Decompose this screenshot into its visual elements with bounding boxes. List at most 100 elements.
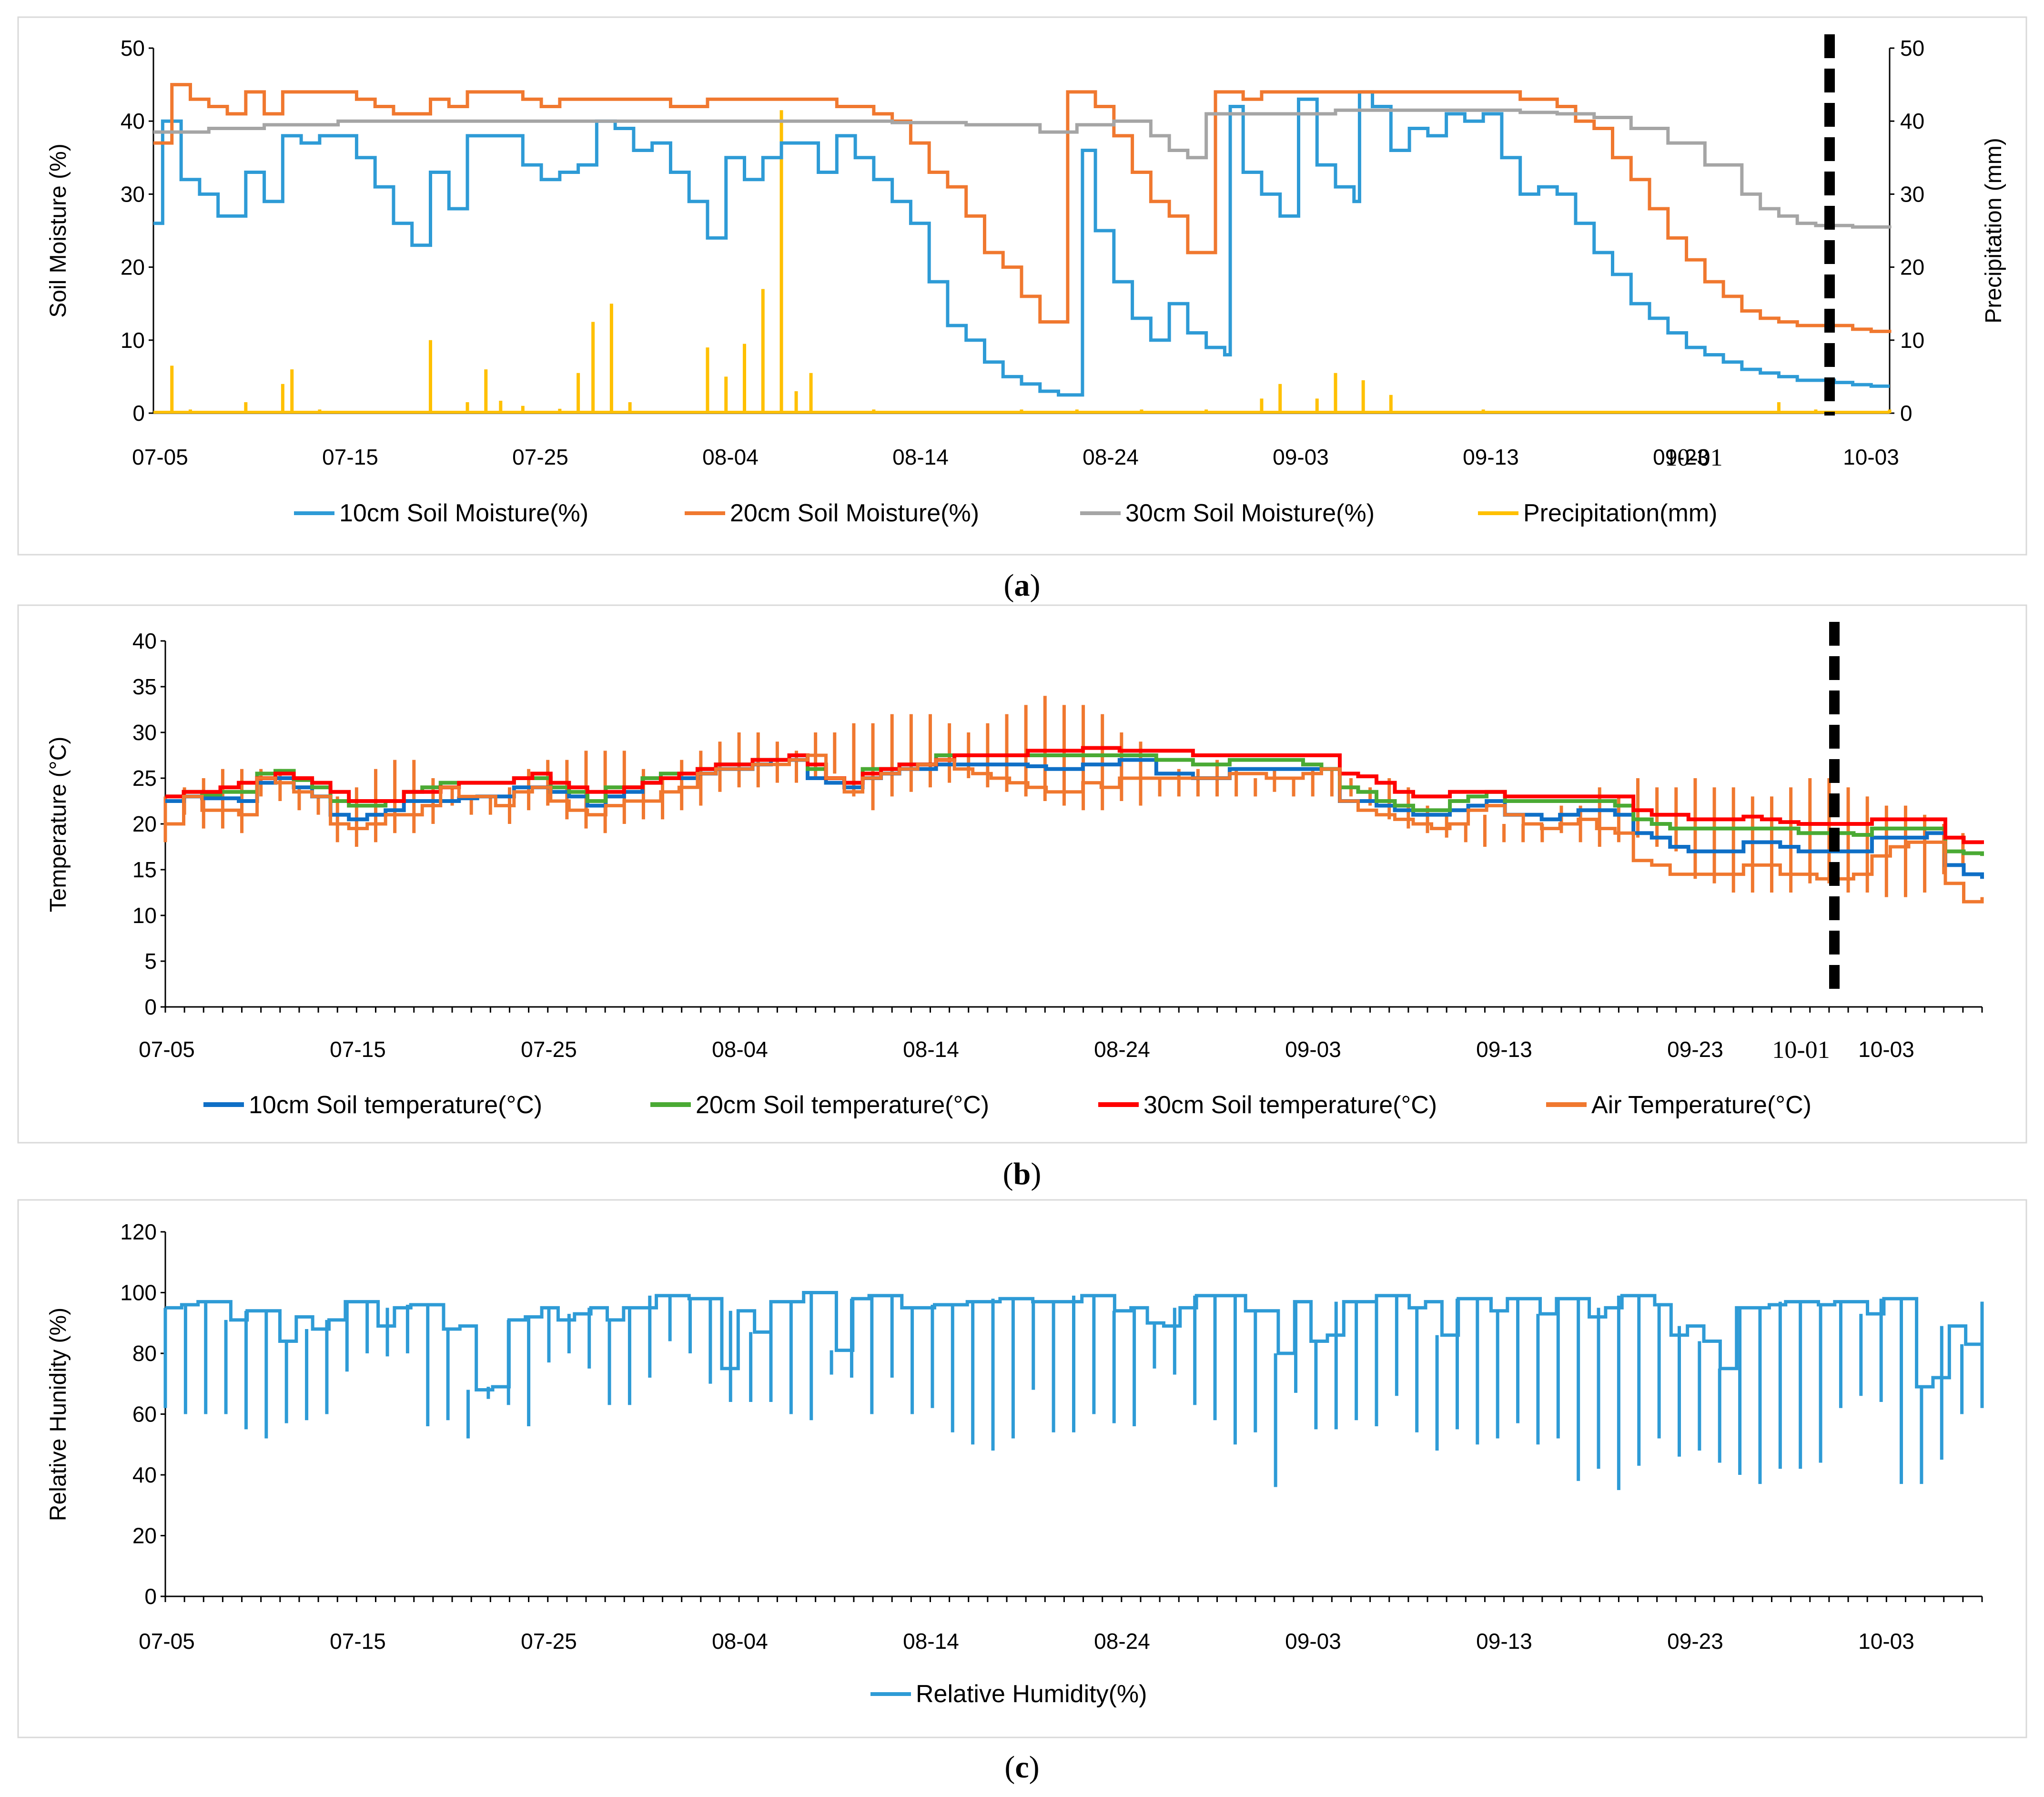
y2tick-label: 0 (1900, 401, 1912, 426)
xtick-label: 08-24 (1094, 1629, 1150, 1654)
xtick-label: 07-05 (132, 445, 188, 469)
series-line-30cm-moisture (153, 108, 1892, 229)
panel-a-xticks: 07-05 07-15 07-25 08-04 08-14 08-24 09-03 09-13… (132, 444, 1899, 471)
legend-30cm-temp: 30cm Soil temperature(°C) (1143, 1091, 1437, 1119)
panel-b-xticks: 07-05 07-15 07-25 08-04 08-14 08-24 09-03 09-13… (139, 1036, 1914, 1064)
xtick-label: 10-03 (1858, 1037, 1914, 1062)
caption-b-letter: b (1013, 1157, 1031, 1191)
y2tick-label: 50 (1900, 36, 1924, 61)
legend-10cm-moisture: 10cm Soil Moisture(%) (339, 499, 588, 527)
panel-b-daily-ticks (164, 1007, 1983, 1013)
caption-b: (b) (1003, 1157, 1042, 1191)
xtick-label: 07-25 (512, 445, 568, 469)
ytick-label: 0 (144, 995, 157, 1019)
xtick-label: 10-03 (1858, 1629, 1914, 1654)
ytick-label: 30 (132, 720, 157, 745)
panel-a-yticks: 0 10 20 30 40 50 0 10 20 30 40 50 (121, 36, 1924, 426)
xtick-label: 09-23 (1667, 1037, 1723, 1062)
series-line-humidity (165, 1291, 1984, 1391)
ytick-label: 40 (132, 629, 157, 653)
xtick-label: 07-05 (139, 1629, 195, 1654)
panel-b-series (163, 696, 1984, 904)
ytick-label: 80 (132, 1341, 157, 1366)
xtick-label: 09-23 (1653, 445, 1709, 469)
xtick-label: 09-03 (1273, 445, 1329, 469)
ytick-label: 0 (144, 1584, 157, 1609)
xtick-label: 09-03 (1285, 1037, 1341, 1062)
ytick-label: 20 (132, 812, 157, 836)
ytick-label: 100 (120, 1280, 157, 1305)
xtick-label-extra: 10-01 (1772, 1036, 1830, 1064)
panel-a-legend: 10cm Soil Moisture(%) 20cm Soil Moisture… (294, 499, 1717, 527)
caption-c-letter: c (1015, 1750, 1029, 1785)
xtick-label: 08-04 (702, 445, 759, 469)
legend-air-temp: Air Temperature(°C) (1591, 1091, 1811, 1119)
y2tick-label: 30 (1900, 182, 1924, 206)
xtick-label: 08-14 (903, 1037, 959, 1062)
ytick-label: 60 (132, 1402, 157, 1427)
xtick-label-extra: 10-01 (1665, 444, 1722, 471)
xtick-label: 08-24 (1094, 1037, 1150, 1062)
panel-c: 0 20 40 60 80 100 120 07-05 07-15 07-25 08-04 08-1… (46, 1219, 1984, 1708)
ytick-label: 50 (121, 36, 145, 61)
xtick-label: 08-14 (903, 1629, 959, 1654)
y2tick-label: 20 (1900, 255, 1924, 280)
xtick-label: 07-15 (330, 1629, 386, 1654)
ytick-label: 20 (132, 1523, 157, 1548)
series-line-10cm-moisture (153, 90, 1890, 397)
legend-30cm-moisture: 30cm Soil Moisture(%) (1125, 499, 1375, 527)
xtick-label: 07-25 (521, 1629, 577, 1654)
panel-c-frame (17, 1199, 2027, 1738)
xtick-label: 09-13 (1476, 1037, 1532, 1062)
xtick-label: 07-15 (322, 445, 378, 469)
xtick-label: 10-03 (1843, 445, 1899, 469)
panel-a-series (153, 83, 1892, 414)
xtick-label: 08-04 (712, 1629, 768, 1654)
caption-a-letter: a (1014, 568, 1030, 603)
panel-c-xticks: 07-05 07-15 07-25 08-04 08-14 08-24 09-03 09-13… (139, 1629, 1914, 1654)
ytick-label: 20 (121, 255, 145, 280)
xtick-label: 07-05 (139, 1037, 195, 1062)
legend-humidity: Relative Humidity(%) (916, 1680, 1147, 1708)
legend-precipitation: Precipitation(mm) (1523, 499, 1717, 527)
xtick-label: 08-24 (1083, 445, 1139, 469)
panel-c-ylabel: Relative Hunidity (%) (46, 1308, 71, 1521)
xtick-label: 09-13 (1476, 1629, 1532, 1654)
ytick-label: 40 (121, 109, 145, 133)
ytick-label: 120 (120, 1219, 157, 1244)
panel-c-legend: Relative Humidity(%) (870, 1680, 1147, 1708)
legend-20cm-moisture: 20cm Soil Moisture(%) (730, 499, 979, 527)
xtick-label: 08-04 (712, 1037, 768, 1062)
xtick-label: 07-25 (521, 1037, 577, 1062)
panel-a-y2label: Precipitation (mm) (1981, 138, 2006, 323)
panel-b: 0 5 10 15 20 25 30 35 40 07-05 07-15 07-25 08-04 08-… (46, 622, 1984, 1119)
series-line-air-temp (165, 753, 1984, 904)
y2tick-label: 10 (1900, 328, 1924, 353)
panel-b-yticks: 0 5 10 15 20 25 30 35 40 (132, 629, 165, 1019)
panel-c-series (163, 1291, 1984, 1490)
xtick-label: 09-03 (1285, 1629, 1341, 1654)
caption-c: (c) (1004, 1750, 1039, 1785)
panel-a-ylabel: Soil Moisture (%) (46, 143, 71, 317)
xtick-label: 08-14 (892, 445, 949, 469)
xtick-label: 07-15 (330, 1037, 386, 1062)
ytick-label: 35 (132, 674, 157, 699)
panel-b-ylabel: Temperature (°C) (46, 737, 71, 913)
panel-c-yticks: 0 20 40 60 80 100 120 (120, 1219, 165, 1609)
caption-a: (a) (1004, 568, 1041, 603)
panel-b-legend: 10cm Soil temperature(°C) 20cm Soil temp… (203, 1091, 1811, 1119)
panel-c-daily-ticks (164, 1596, 1983, 1602)
legend-10cm-temp: 10cm Soil temperature(°C) (249, 1091, 542, 1119)
xtick-label: 09-23 (1667, 1629, 1723, 1654)
panel-a: 0 10 20 30 40 50 0 10 20 30 40 50 07-05 07-15 07-25 08… (46, 34, 2006, 527)
legend-20cm-temp: 20cm Soil temperature(°C) (696, 1091, 989, 1119)
xtick-label: 09-13 (1463, 445, 1519, 469)
y2tick-label: 40 (1900, 109, 1924, 133)
ytick-label: 5 (144, 949, 157, 974)
ytick-label: 15 (132, 857, 157, 882)
ytick-label: 40 (132, 1462, 157, 1487)
ytick-label: 0 (132, 401, 145, 426)
series-line-20cm-moisture (153, 83, 1892, 333)
ytick-label: 10 (121, 328, 145, 353)
ytick-label: 25 (132, 766, 157, 791)
